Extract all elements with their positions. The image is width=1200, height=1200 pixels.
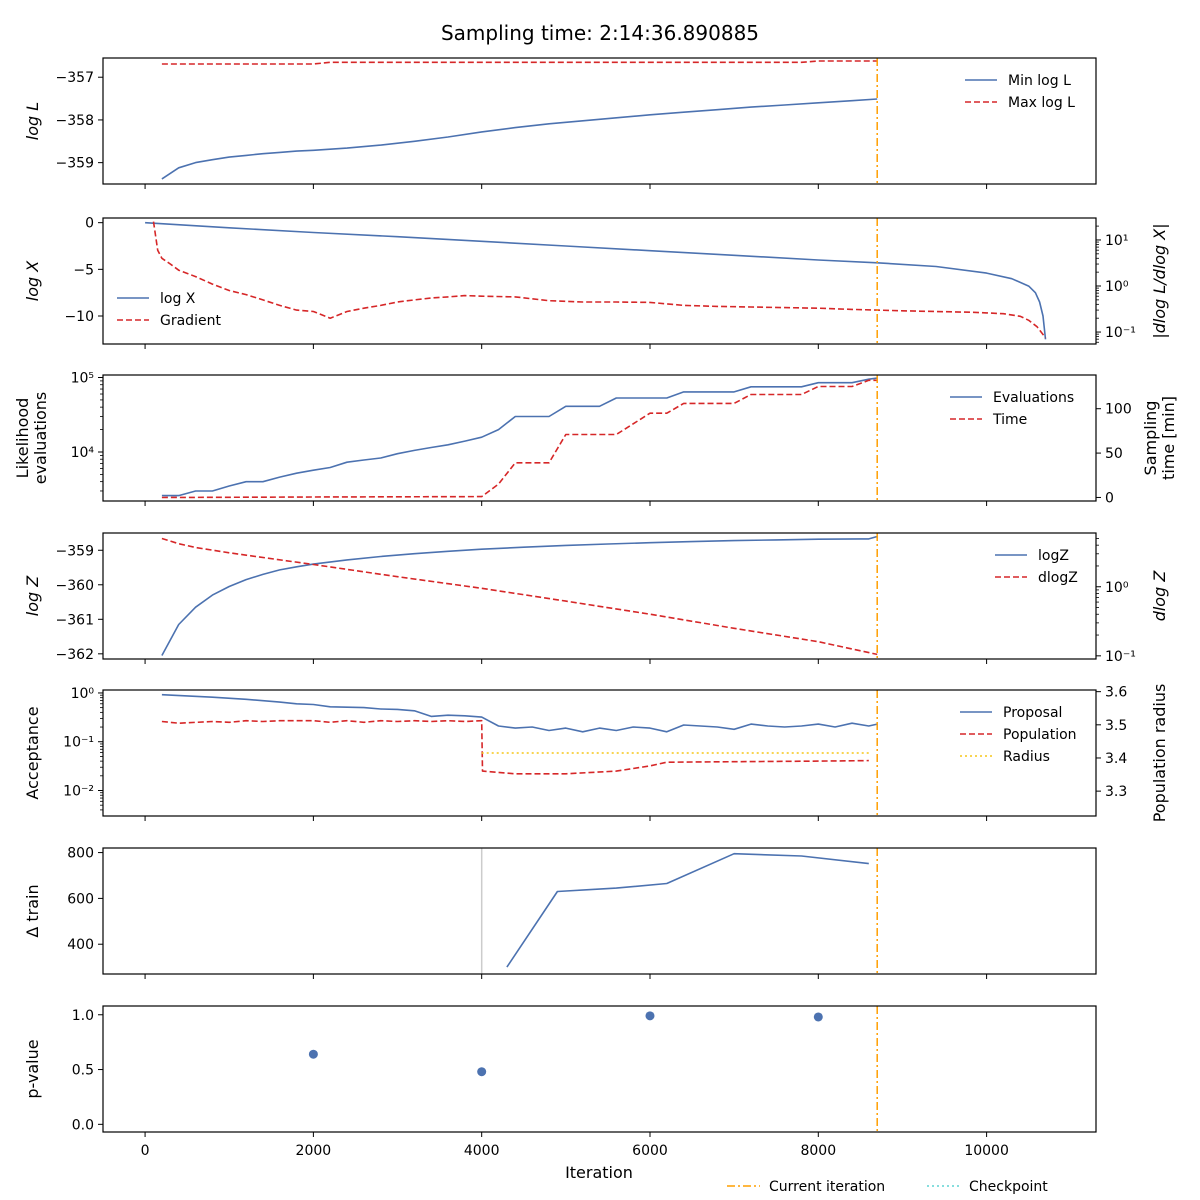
axes-frame xyxy=(102,689,1097,817)
data-point xyxy=(308,1049,318,1059)
panel-1: −357 −358 −359 log L Min log L Max log L xyxy=(23,57,1097,189)
axes-frame xyxy=(102,532,1097,660)
y-right-axis-label: Samplingtime [min] xyxy=(1141,396,1178,480)
legend-label: Evaluations xyxy=(993,390,1074,406)
y-tick-label: 10⁰ xyxy=(71,686,95,702)
y-axis-label: log L xyxy=(23,102,42,140)
y-axis-label: Δ train xyxy=(23,884,42,937)
y-right-tick-label: 3.5 xyxy=(1105,718,1127,734)
y-right-tick-label: 0 xyxy=(1105,490,1114,506)
legend-label: Min log L xyxy=(1008,73,1071,89)
axes-frame xyxy=(102,374,1097,502)
legend-label: log X xyxy=(160,291,196,307)
legend-label: dlogZ xyxy=(1038,570,1078,586)
legend-label: Gradient xyxy=(160,313,221,329)
y-tick-label: 10⁻¹ xyxy=(63,735,94,751)
x-tick-label: 8000 xyxy=(800,1143,836,1159)
y-right-axis-label: dlog Z xyxy=(1150,570,1169,622)
figure-legend: Current iteration Checkpoint xyxy=(727,1179,1048,1195)
y-right-tick-label: 10⁰ xyxy=(1105,580,1129,596)
series-logz-line xyxy=(161,535,878,656)
y-tick-label: 0.0 xyxy=(72,1117,94,1133)
series-proposal-line xyxy=(161,693,878,733)
y-tick-label: 10⁴ xyxy=(71,445,95,461)
x-tick-label: 2000 xyxy=(296,1143,332,1159)
y-tick-label: 10⁻² xyxy=(63,783,94,799)
x-tick-label: 4000 xyxy=(464,1143,500,1159)
panels: −357 −358 −359 log L Min log L Max log L 0 −5 −1… xyxy=(13,57,1178,1159)
series-population-line xyxy=(161,719,869,775)
panel-6: 800 600 400 Δ train xyxy=(23,846,1097,979)
y-tick-label: 0 xyxy=(85,216,94,232)
figure-title: Sampling time: 2:14:36.890885 xyxy=(441,21,759,45)
series-time-line xyxy=(161,379,878,499)
y-axis-label: log Z xyxy=(23,575,42,616)
y-tick-label: −359 xyxy=(56,543,94,559)
x-tick-label: 10000 xyxy=(964,1143,1009,1159)
data-point xyxy=(813,1012,823,1022)
y-axis-label: log X xyxy=(23,260,42,301)
y-right-tick-label: 10⁻¹ xyxy=(1105,325,1136,341)
y-tick-label: 800 xyxy=(67,846,94,862)
series-dlogz-line xyxy=(161,537,878,656)
legend-label-current-iteration: Current iteration xyxy=(769,1179,885,1195)
panel-5: 10⁰ 10⁻¹ 10⁻² 3.6 3.5 3.4 3.3 Acceptance Populat… xyxy=(23,684,1169,823)
panel-2: 0 −5 −10 10¹ 10⁰ 10⁻¹ log X |dlog L/dlog X| log … xyxy=(23,216,1169,349)
y-tick-label: −358 xyxy=(56,113,94,129)
legend-label: Radius xyxy=(1003,749,1050,765)
x-axis-label: Iteration xyxy=(565,1163,633,1182)
legend-label: Time xyxy=(992,412,1027,428)
series-gradient-line xyxy=(152,221,1047,339)
y-tick-label: 1.0 xyxy=(72,1008,94,1024)
panel-7: 1.0 0.5 0.0 0 2000 4000 6000 8000 10000 p-value xyxy=(23,1005,1097,1159)
legend-label: Max log L xyxy=(1008,95,1075,111)
y-right-axis-label: |dlog L/dlog X| xyxy=(1150,223,1169,338)
legend-label: logZ xyxy=(1038,548,1069,564)
y-tick-label: −5 xyxy=(73,262,94,278)
axes-frame xyxy=(102,217,1097,345)
y-right-tick-label: 10¹ xyxy=(1105,233,1128,249)
y-right-tick-label: 100 xyxy=(1105,402,1132,418)
y-tick-label: −360 xyxy=(56,578,94,594)
series-log-x-line xyxy=(145,221,1047,340)
y-right-tick-label: 3.3 xyxy=(1105,784,1127,800)
y-tick-label: −361 xyxy=(56,612,94,628)
y-tick-label: −10 xyxy=(64,309,94,325)
y-right-tick-label: 50 xyxy=(1105,446,1123,462)
legend-label: Proposal xyxy=(1003,705,1062,721)
y-right-axis-label: Population radius xyxy=(1150,684,1169,823)
y-right-tick-label: 3.4 xyxy=(1105,751,1127,767)
x-tick-label: 6000 xyxy=(632,1143,668,1159)
y-tick-label: 600 xyxy=(67,891,94,907)
series-max-log-l-line xyxy=(161,60,878,65)
y-tick-label: 0.5 xyxy=(72,1063,94,1079)
data-point xyxy=(645,1011,655,1021)
y-right-tick-label: 3.6 xyxy=(1105,685,1127,701)
series-evaluations-line xyxy=(161,377,878,497)
y-tick-label: −362 xyxy=(56,647,94,663)
series-min-log-l-line xyxy=(161,98,878,180)
panel-3: 10⁴ 10⁵ 0 50 100 Likelihoodevaluations Samplin… xyxy=(13,370,1178,506)
axes-frame xyxy=(102,1005,1097,1133)
panel-4: −359 −360 −361 −362 10⁰ 10⁻¹ log Z dlog Z logZ dl… xyxy=(23,532,1169,665)
y-axis-label: p-value xyxy=(23,1039,42,1098)
y-right-tick-label: 10⁰ xyxy=(1105,279,1129,295)
legend-label-checkpoint: Checkpoint xyxy=(969,1179,1048,1195)
data-point xyxy=(477,1067,487,1077)
y-tick-label: −357 xyxy=(56,70,94,86)
y-axis-label: Likelihoodevaluations xyxy=(13,392,50,485)
y-axis-label: Acceptance xyxy=(23,706,42,799)
y-tick-label: 10⁵ xyxy=(71,370,94,386)
legend-label: Population xyxy=(1003,727,1077,743)
y-tick-label: 400 xyxy=(67,937,94,953)
axes-frame xyxy=(102,847,1097,975)
axes-frame xyxy=(102,57,1097,185)
x-tick-label: 0 xyxy=(141,1143,150,1159)
y-tick-label: −359 xyxy=(56,156,94,172)
y-right-tick-label: 10⁻¹ xyxy=(1105,649,1136,665)
series-6-0-line xyxy=(506,852,869,968)
